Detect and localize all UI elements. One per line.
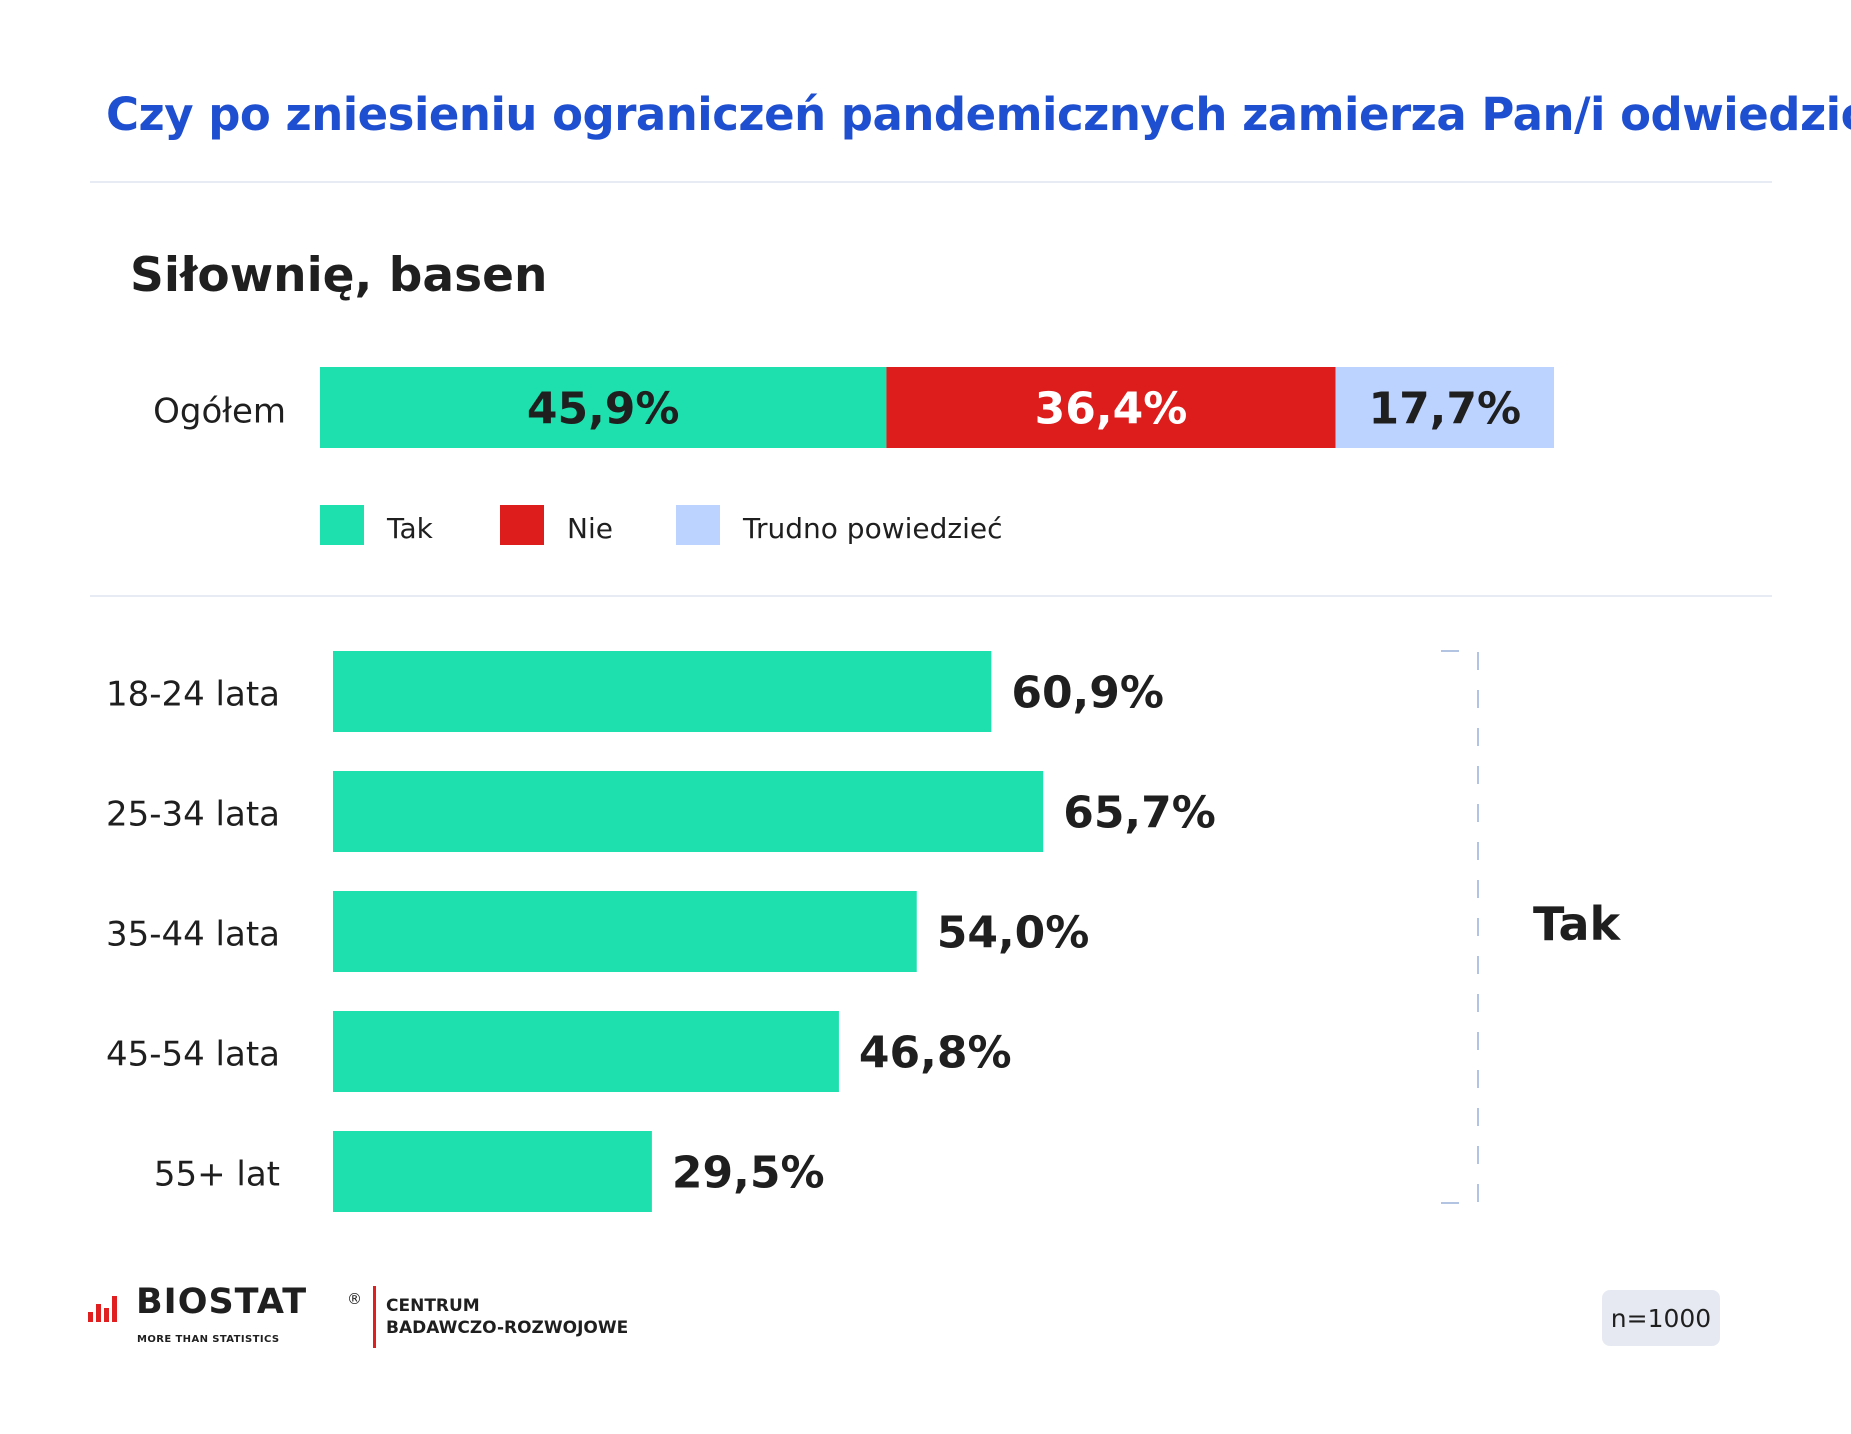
bar-value-label-35-44-lata: 54,0% bbox=[937, 908, 1090, 959]
category-label-25-34-lata: 25-34 lata bbox=[106, 795, 280, 835]
category-label-45-54-lata: 45-54 lata bbox=[106, 1035, 280, 1075]
category-label-55-lat: 55+ lat bbox=[154, 1155, 280, 1195]
category-label-18-24-lata: 18-24 lata bbox=[106, 675, 280, 715]
org-name-line2: BADAWCZO-ROZWOJOWE bbox=[386, 1318, 629, 1338]
legend-label-nie: Nie bbox=[567, 512, 613, 545]
group-bracket bbox=[1441, 650, 1479, 1204]
legend-label-tak: Tak bbox=[386, 512, 434, 545]
legend-swatch-trudno-powiedzie bbox=[676, 505, 720, 545]
category-label-ogolem: Ogółem bbox=[153, 392, 286, 432]
chart-canvas: Ogółem 45,9% 36,4% 17,7% Tak Nie Trudno powied… bbox=[106, 367, 1621, 1212]
stacked-bar-segment-nie bbox=[886, 367, 1336, 448]
stacked-bar-value-trudno-powiedzie: 17,7% bbox=[1368, 384, 1521, 435]
logo-separator bbox=[373, 1286, 376, 1348]
legend-swatch-nie bbox=[500, 505, 544, 545]
bar-35-44-lata bbox=[333, 891, 917, 972]
category-label-35-44-lata: 35-44 lata bbox=[106, 915, 280, 955]
chart-subtitle: Siłownię, basen bbox=[130, 248, 548, 303]
legend-swatch-tak bbox=[320, 505, 364, 545]
top-divider bbox=[90, 181, 1772, 183]
logo-tagline: MORE THAN STATISTICS bbox=[137, 1334, 280, 1345]
bar-value-label-45-54-lata: 46,8% bbox=[859, 1028, 1012, 1079]
bar-chart-icon bbox=[88, 1296, 117, 1322]
middle-divider bbox=[90, 595, 1772, 597]
registered-mark: ® bbox=[347, 1290, 362, 1308]
bracket-label-tak: Tak bbox=[1533, 897, 1621, 951]
stacked-bar-value-tak: 45,9% bbox=[527, 384, 680, 435]
bar-25-34-lata bbox=[333, 771, 1044, 852]
bar-value-label-55-lat: 29,5% bbox=[672, 1148, 825, 1199]
chart-title: Czy po zniesieniu ograniczeń pandemiczny… bbox=[106, 88, 1851, 141]
bar-55-lat bbox=[333, 1131, 652, 1212]
bar-value-label-25-34-lata: 65,7% bbox=[1063, 788, 1216, 839]
sample-size-badge: n=1000 bbox=[1602, 1290, 1720, 1346]
bar-18-24-lata bbox=[333, 651, 992, 732]
stacked-bar-segment-tak bbox=[320, 367, 887, 448]
logo-wordmark: BIOSTAT bbox=[136, 1282, 308, 1322]
bar-value-label-18-24-lata: 60,9% bbox=[1011, 668, 1164, 719]
legend-label-trudno-powiedzie: Trudno powiedzieć bbox=[742, 512, 1002, 545]
org-name-line1: CENTRUM bbox=[386, 1296, 480, 1316]
stacked-bar-value-nie: 36,4% bbox=[1035, 384, 1188, 435]
bar-45-54-lata bbox=[333, 1011, 839, 1092]
stacked-bar-segment-trudno-powiedzie bbox=[1335, 367, 1554, 448]
